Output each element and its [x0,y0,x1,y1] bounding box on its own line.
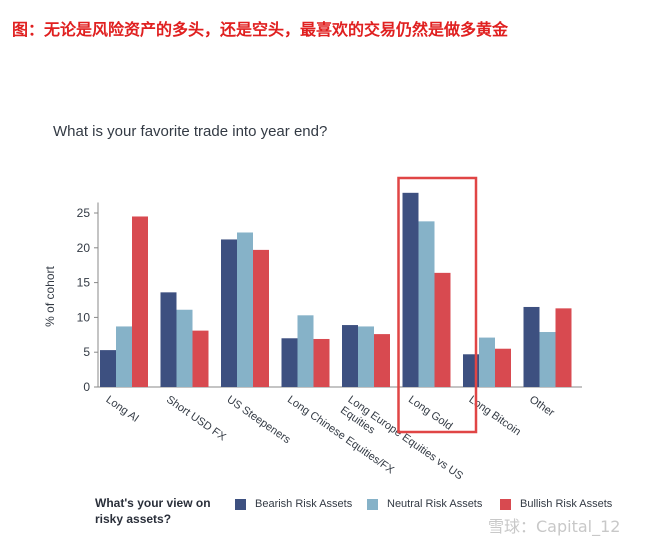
legend-swatch-bearish [235,498,246,510]
bar [253,249,269,387]
legend-item-bullish: Bullish Risk Assets [500,498,612,510]
bar [539,332,556,387]
bar [358,326,374,387]
x-tick-label: US Steepeners [225,394,293,447]
legend-label-bullish: Bullish Risk Assets [520,498,613,510]
y-tick-label: 25 [77,206,91,220]
bar [374,334,390,387]
x-tick-label: Long Europe Equities vs USEquities [338,394,465,480]
bar [434,272,451,387]
bar [281,338,298,387]
highlight-box-long-gold [397,176,478,434]
bar [160,292,177,387]
y-tick-label: 10 [77,310,91,324]
y-axis-label: % of cohort [43,266,57,327]
bar [418,221,435,387]
x-tick-label: Long AI [104,394,141,425]
bar [237,232,253,387]
bar [297,315,314,387]
y-tick-label: 15 [77,276,91,290]
x-tick-label: Long Gold [406,394,454,433]
bar [555,308,572,387]
y-tick-label: 0 [83,380,90,394]
bar-chart: 0 5 10 15 20 25 % of cohort Long AI Short USD FX… [43,176,582,480]
bar [221,239,237,387]
headline: 图：无论是风险资产的多头，还是空头，最喜欢的交易仍然是做多黄金 [12,20,509,39]
bar [342,325,358,387]
bar [523,306,540,387]
bar [479,337,495,387]
legend-item-bearish: Bearish Risk Assets [235,498,352,510]
bar [132,216,148,387]
legend-item-neutral: Neutral Risk Assets [367,498,482,510]
legend-label-bearish: Bearish Risk Assets [255,498,353,510]
bar [192,330,209,387]
bar [495,348,511,387]
bar [100,350,116,387]
legend-title: What's your view on risky assets? [95,496,211,526]
x-tick-label: Long Chinese Equities/FX [285,394,397,477]
legend-label-neutral: Neutral Risk Assets [387,498,483,510]
bar [116,326,132,387]
x-tick-label: Short USD FX [164,394,229,444]
chart-title: What is your favorite trade into year en… [53,123,328,140]
watermark: 雪球：Capital_12 [488,517,621,536]
legend-swatch-neutral [367,498,378,510]
legend-swatch-bullish [500,498,511,510]
bar [313,338,330,387]
y-tick-label: 20 [77,241,91,255]
x-tick-label: Other [527,394,557,420]
y-tick-label: 5 [83,345,90,359]
bar [402,192,419,387]
bar [176,309,193,387]
